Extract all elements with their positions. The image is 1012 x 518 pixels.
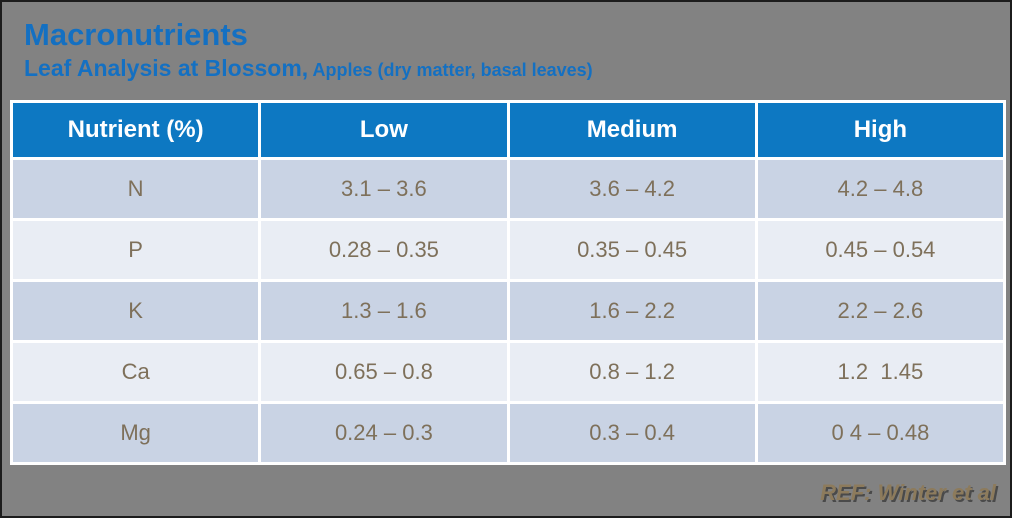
header-medium: Medium: [509, 103, 755, 157]
cell-nutrient: N: [13, 160, 259, 218]
header-high: High: [757, 103, 1003, 157]
header-low: Low: [261, 103, 507, 157]
nutrient-table: Nutrient (%) Low Medium High N 3.1 – 3.6…: [10, 100, 1006, 465]
cell-nutrient: Ca: [13, 343, 259, 401]
cell-medium: 0.35 – 0.45: [509, 221, 755, 279]
cell-medium: 3.6 – 4.2: [509, 160, 755, 218]
subtitle-detail: Apples (dry matter, basal leaves): [308, 60, 593, 81]
cell-high: 2.2 – 2.6: [757, 282, 1003, 340]
cell-nutrient: Mg: [13, 404, 259, 462]
table-row-p: P 0.28 – 0.35 0.35 – 0.45 0.45 – 0.54: [13, 221, 1003, 279]
cell-high: 4.2 – 4.8: [757, 160, 1003, 218]
cell-high: 0 4 – 0.48: [757, 404, 1003, 462]
cell-low: 0.24 – 0.3: [261, 404, 507, 462]
cell-medium: 0.8 – 1.2: [509, 343, 755, 401]
header-nutrient: Nutrient (%): [13, 103, 259, 157]
table-row-n: N 3.1 – 3.6 3.6 – 4.2 4.2 – 4.8: [13, 160, 1003, 218]
page-title: Macronutrients: [24, 17, 248, 52]
cell-medium: 1.6 – 2.2: [509, 282, 755, 340]
cell-low: 0.65 – 0.8: [261, 343, 507, 401]
subtitle-main: Leaf Analysis at Blossom,: [24, 55, 309, 82]
cell-nutrient: P: [13, 221, 259, 279]
table-row-mg: Mg 0.24 – 0.3 0.3 – 0.4 0 4 – 0.48: [13, 404, 1003, 462]
reference-citation: REF: Winter et al: [820, 480, 996, 505]
cell-low: 1.3 – 1.6: [261, 282, 507, 340]
table-row-k: K 1.3 – 1.6 1.6 – 2.2 2.2 – 2.6: [13, 282, 1003, 340]
cell-nutrient: K: [13, 282, 259, 340]
cell-low: 0.28 – 0.35: [261, 221, 507, 279]
title-block: Macronutrients Leaf Analysis at Blossom,…: [24, 17, 593, 82]
cell-medium: 0.3 – 0.4: [509, 404, 755, 462]
page-subtitle: Leaf Analysis at Blossom, Apples (dry ma…: [24, 55, 593, 82]
table-header-row: Nutrient (%) Low Medium High: [13, 103, 1003, 157]
nutrient-table-container: Nutrient (%) Low Medium High N 3.1 – 3.6…: [10, 100, 1006, 465]
cell-low: 3.1 – 3.6: [261, 160, 507, 218]
cell-high: 0.45 – 0.54: [757, 221, 1003, 279]
cell-high: 1.2 1.45: [757, 343, 1003, 401]
table-row-ca: Ca 0.65 – 0.8 0.8 – 1.2 1.2 1.45: [13, 343, 1003, 401]
